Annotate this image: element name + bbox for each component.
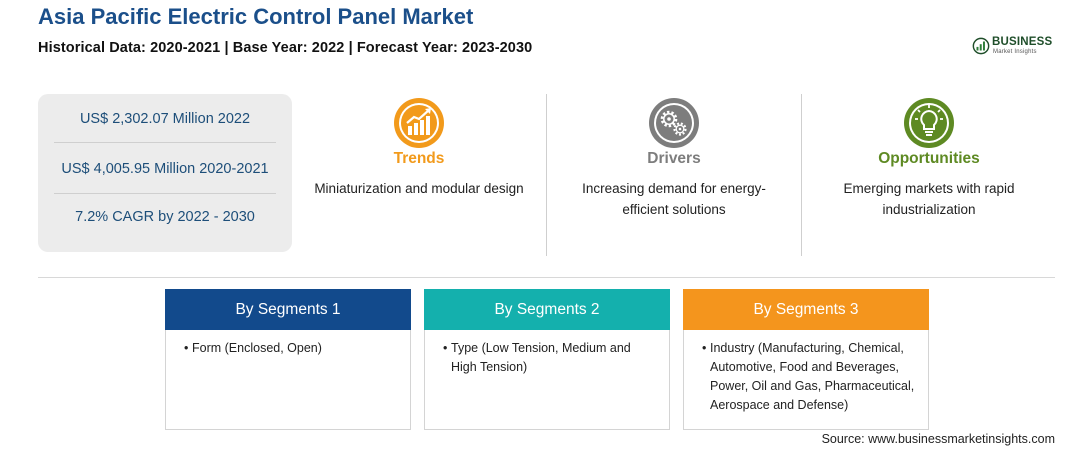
stat-divider xyxy=(54,142,276,143)
segment-1-list: Form (Enclosed, Open) xyxy=(184,339,400,358)
segment-card-3: By Segments 3 Industry (Manufacturing, C… xyxy=(683,289,929,430)
opportunities-column: Opportunities Emerging markets with rapi… xyxy=(808,92,1050,257)
drivers-column: Drivers Increasing demand for energy- ef… xyxy=(552,92,796,257)
trend-chart-icon xyxy=(394,98,444,148)
segment-3-item: Industry (Manufacturing, Chemical, Autom… xyxy=(702,339,918,415)
drivers-description: Increasing demand for energy- efficient … xyxy=(552,178,796,220)
segment-3-header: By Segments 3 xyxy=(683,289,929,330)
trends-heading: Trends xyxy=(393,150,445,167)
gears-icon xyxy=(649,98,699,148)
trends-description-line: Miniaturization and modular design xyxy=(314,181,524,196)
segment-1-item: Form (Enclosed, Open) xyxy=(184,339,400,358)
opportunities-description-line: industrialization xyxy=(882,202,976,217)
stat-market-size-2022: US$ 2,302.07 Million 2022 xyxy=(79,111,251,127)
column-divider xyxy=(801,94,802,256)
opportunities-description-line: Emerging markets with rapid xyxy=(843,181,1015,196)
segment-2-list: Type (Low Tension, Medium and High Tensi… xyxy=(443,339,659,377)
segment-card-2: By Segments 2 Type (Low Tension, Medium … xyxy=(424,289,670,430)
drivers-description-line: Increasing demand for energy- xyxy=(582,181,766,196)
segment-3-list: Industry (Manufacturing, Chemical, Autom… xyxy=(702,339,918,415)
business-market-insights-logo: BUSINESS Market Insights xyxy=(972,36,1062,60)
opportunities-description: Emerging markets with rapid industrializ… xyxy=(808,178,1050,220)
section-divider xyxy=(38,277,1055,278)
stat-divider xyxy=(54,193,276,194)
trends-column: Trends Miniaturization and modular desig… xyxy=(300,92,538,257)
stat-cagr: 7.2% CAGR by 2022 - 2030 xyxy=(75,209,255,225)
source-credit: Source: www.businessmarketinsights.com xyxy=(821,432,1055,446)
stat-market-size-historical: US$ 4,005.95 Million 2020-2021 xyxy=(61,161,269,177)
trends-description: Miniaturization and modular design xyxy=(300,178,538,199)
lightbulb-icon xyxy=(904,98,954,148)
drivers-heading: Drivers xyxy=(647,150,701,167)
opportunities-heading: Opportunities xyxy=(878,150,980,167)
column-divider xyxy=(546,94,547,256)
globe-logo-icon xyxy=(972,37,990,55)
logo-tagline: Market Insights xyxy=(993,49,1037,55)
segment-2-item: Type (Low Tension, Medium and High Tensi… xyxy=(443,339,659,377)
page-title: Asia Pacific Electric Control Panel Mark… xyxy=(38,4,474,29)
drivers-description-line: efficient solutions xyxy=(622,202,726,217)
segment-card-1: By Segments 1 Form (Enclosed, Open) xyxy=(165,289,411,430)
market-stats-panel: US$ 2,302.07 Million 2022 US$ 4,005.95 M… xyxy=(38,94,292,252)
segment-2-header: By Segments 2 xyxy=(424,289,670,330)
segment-1-header: By Segments 1 xyxy=(165,289,411,330)
page-subtitle: Historical Data: 2020-2021 | Base Year: … xyxy=(38,40,533,56)
logo-brand-text: BUSINESS xyxy=(992,36,1053,48)
